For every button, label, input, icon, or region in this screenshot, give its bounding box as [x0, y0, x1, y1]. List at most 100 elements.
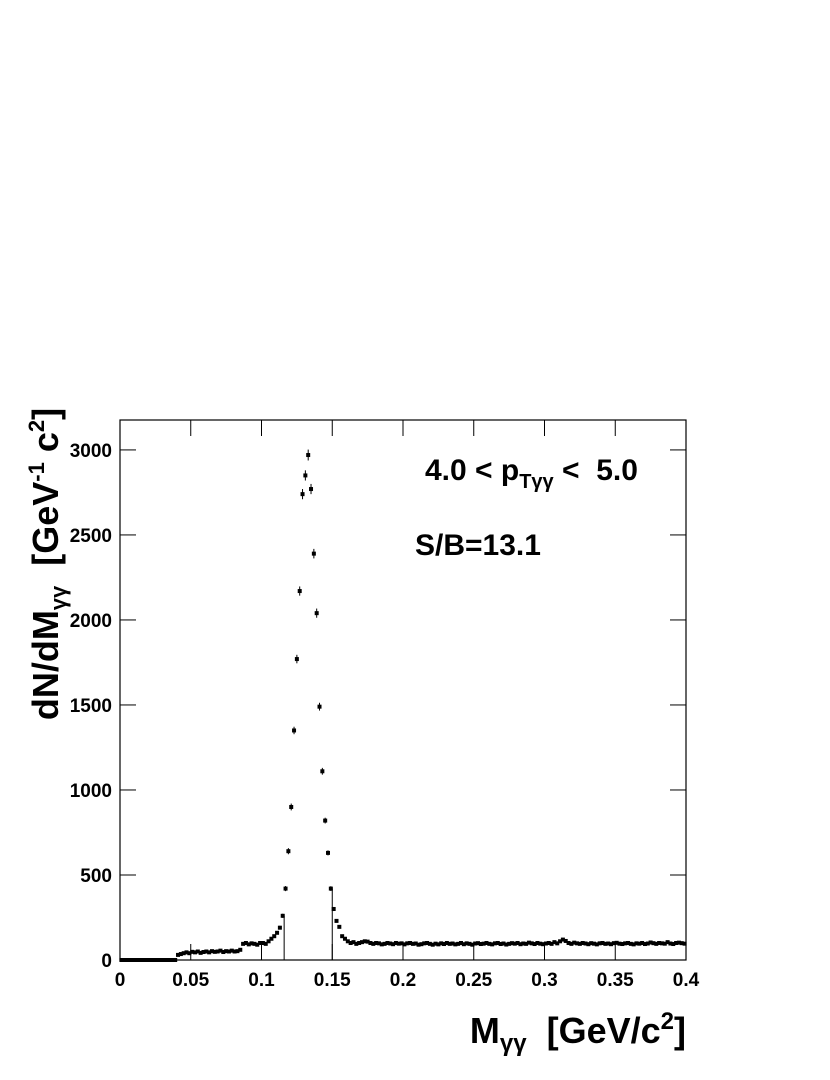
data-point [215, 949, 220, 954]
data-point [470, 942, 475, 947]
x-tick-label: 0.1 [248, 970, 275, 991]
data-point [167, 958, 172, 962]
data-point [232, 949, 237, 954]
data-point [521, 941, 526, 946]
data-point [379, 942, 384, 947]
data-point [252, 941, 257, 946]
data-point [164, 958, 169, 962]
data-point [201, 950, 206, 955]
data-point [580, 940, 585, 945]
x-label-part: ] [674, 1010, 686, 1051]
data-point [391, 942, 396, 947]
data-point [181, 951, 186, 956]
data-point [184, 950, 189, 955]
data-point [130, 958, 135, 962]
data-point [600, 940, 605, 945]
data-point [504, 942, 509, 947]
data-point [475, 941, 480, 946]
data-point [354, 941, 359, 946]
data-point [405, 941, 410, 946]
data-point [642, 942, 647, 947]
data-point [221, 950, 226, 955]
data-point [467, 941, 472, 946]
data-point [153, 958, 158, 962]
data-point [334, 918, 339, 923]
title-sub: Tγγ [519, 471, 554, 493]
y-label-sub: γγ [46, 585, 71, 610]
data-point [243, 940, 248, 945]
data-point [289, 804, 294, 809]
data-point [651, 941, 656, 946]
data-point [119, 958, 124, 962]
data-point [529, 941, 534, 946]
data-point [136, 958, 141, 962]
data-point [659, 941, 664, 946]
data-point [679, 941, 684, 946]
data-point [541, 942, 546, 947]
data-point [609, 942, 614, 947]
data-point [368, 940, 373, 945]
data-point [317, 704, 322, 709]
x-label-sub: γγ [500, 1030, 527, 1057]
data-point [326, 850, 331, 855]
data-point [645, 941, 650, 946]
data-point [159, 958, 164, 962]
y-tick-label: 0 [101, 951, 112, 972]
data-point [190, 949, 195, 954]
data-point [320, 769, 325, 774]
x-tick-label: 0.4 [673, 970, 700, 991]
x-tick-label: 0.35 [597, 970, 634, 991]
data-point [323, 818, 328, 823]
data-point [572, 940, 577, 945]
data-point [142, 958, 147, 962]
data-point [269, 936, 274, 941]
data-point [161, 958, 166, 962]
data-point [597, 941, 602, 946]
data-point [665, 940, 670, 945]
data-point [676, 940, 681, 945]
data-point [538, 941, 543, 946]
data-point [535, 940, 540, 945]
data-point [209, 949, 214, 954]
data-point [297, 589, 302, 594]
data-point [388, 941, 393, 946]
data-point [586, 942, 591, 947]
y-tick-label: 2000 [70, 611, 112, 632]
data-point [393, 940, 398, 945]
data-point [447, 941, 452, 946]
data-point [260, 940, 265, 945]
data-point [501, 941, 506, 946]
data-point [283, 886, 288, 891]
data-point [439, 941, 444, 946]
data-point [328, 886, 333, 891]
data-point [207, 950, 212, 955]
data-point [461, 942, 466, 947]
x-tick-label: 0.3 [531, 970, 557, 991]
data-point [453, 942, 458, 947]
y-tick-label: 1000 [70, 781, 112, 802]
data-point [456, 941, 461, 946]
data-point [625, 940, 630, 945]
data-point [413, 941, 418, 946]
data-point [526, 940, 531, 945]
data-point [192, 950, 197, 955]
x-label-part: [GeV/c [527, 1010, 661, 1051]
data-point [342, 936, 347, 941]
data-point [640, 940, 645, 945]
data-point [617, 941, 622, 946]
data-point [478, 942, 483, 947]
data-point [195, 949, 200, 954]
data-point [450, 941, 455, 946]
data-point [272, 934, 277, 939]
y-label-sup: 2 [24, 420, 49, 432]
data-point [575, 941, 580, 946]
data-point [410, 941, 415, 946]
data-point [275, 930, 280, 935]
data-point [484, 940, 489, 945]
data-point [606, 941, 611, 946]
data-point [229, 948, 234, 953]
data-point [122, 958, 127, 962]
data-point [224, 949, 229, 954]
